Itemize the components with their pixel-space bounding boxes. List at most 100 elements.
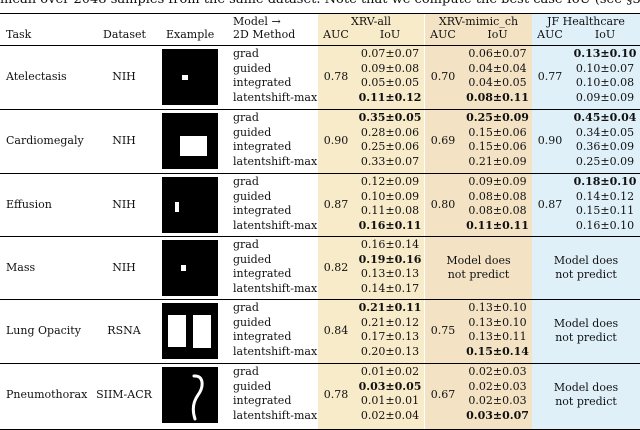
- header-dataset: Dataset: [103, 28, 146, 41]
- method-name: latentshift-max: [233, 281, 318, 295]
- mask-region: [180, 136, 207, 156]
- header-iou: IoU: [487, 28, 508, 41]
- auc-value: 0.87: [323, 197, 349, 211]
- iou-value: 0.33±0.07: [360, 154, 420, 168]
- iou-value: 0.02±0.03: [468, 394, 527, 407]
- no-predict-note: not predict: [555, 330, 617, 344]
- row-separator: [0, 299, 640, 300]
- iou-value: 0.13±0.10: [573, 47, 637, 60]
- method-name: integrated: [233, 140, 292, 153]
- no-predict-note: Model does: [553, 253, 619, 267]
- method-name: guided: [233, 125, 272, 139]
- iou-value: 0.14±0.17: [360, 281, 420, 295]
- iou-value: 0.01±0.02: [360, 365, 420, 378]
- header-model: Model →: [233, 15, 281, 28]
- dataset-name: NIH: [112, 133, 136, 147]
- method-name: integrated: [233, 204, 292, 217]
- iou-value: 0.13±0.13: [360, 267, 420, 280]
- header-auc: AUC: [323, 28, 349, 41]
- method-name: grad: [233, 301, 259, 314]
- row-separator: [0, 236, 640, 237]
- iou-value: 0.21±0.12: [360, 315, 420, 329]
- header-group-xrv-all: XRV-all: [351, 15, 391, 28]
- task-name-atelectasis: Atelectasis: [6, 69, 67, 83]
- iou-value: 0.21±0.09: [468, 154, 527, 168]
- iou-value: 0.01±0.01: [360, 394, 420, 407]
- task-name-effusion: Effusion: [6, 197, 52, 211]
- mask-region: [168, 315, 186, 347]
- row-separator: [0, 109, 640, 110]
- iou-value: 0.14±0.12: [575, 189, 635, 203]
- iou-value: 0.10±0.08: [575, 76, 635, 89]
- iou-value: 0.19±0.16: [358, 252, 422, 266]
- header-rule: [0, 45, 640, 46]
- iou-value: 0.03±0.05: [358, 379, 422, 393]
- iou-value: 0.04±0.05: [468, 76, 527, 89]
- header-task: Task: [6, 28, 32, 41]
- iou-value: 0.10±0.07: [575, 61, 635, 75]
- method-name: grad: [233, 365, 259, 378]
- iou-value: 0.07±0.07: [360, 47, 420, 60]
- iou-value: 0.28±0.06: [360, 125, 420, 139]
- auc-value: 0.87: [537, 197, 563, 211]
- iou-value: 0.09±0.09: [575, 90, 635, 104]
- method-name: latentshift-max: [233, 344, 318, 358]
- method-name: latentshift-max: [233, 154, 318, 168]
- method-name: integrated: [233, 76, 292, 89]
- auc-value: 0.80: [430, 197, 456, 211]
- iou-value: 0.25±0.09: [466, 111, 529, 124]
- no-predict-note: Model does: [446, 253, 511, 267]
- auc-value: 0.82: [323, 260, 349, 274]
- iou-value: 0.13±0.11: [468, 330, 527, 343]
- iou-value: 0.16±0.11: [358, 218, 422, 232]
- method-name: grad: [233, 111, 259, 124]
- iou-value: 0.25±0.09: [575, 154, 635, 168]
- task-name-mass: Mass: [6, 260, 36, 274]
- mask-region: [175, 202, 179, 212]
- method-name: grad: [233, 175, 259, 188]
- iou-value: 0.18±0.10: [573, 175, 637, 188]
- iou-value: 0.09±0.09: [468, 175, 527, 188]
- dataset-name: NIH: [112, 69, 136, 83]
- row-separator: [0, 173, 640, 174]
- auc-value: 0.69: [430, 133, 456, 147]
- dataset-name: SIIM-ACR: [96, 387, 152, 401]
- example-mask-image: [162, 49, 218, 105]
- pneumothorax-mask-curve: [191, 374, 204, 421]
- auc-value: 0.90: [537, 133, 563, 147]
- method-name: integrated: [233, 330, 292, 343]
- iou-value: 0.11±0.12: [358, 90, 422, 104]
- iou-value: 0.34±0.05: [575, 125, 635, 139]
- iou-value: 0.25±0.06: [360, 140, 420, 153]
- iou-value: 0.02±0.04: [360, 408, 420, 422]
- iou-value: 0.13±0.10: [468, 301, 527, 314]
- iou-value: 0.15±0.06: [468, 140, 527, 153]
- iou-value: 0.36±0.09: [575, 140, 635, 153]
- dataset-name: NIH: [112, 197, 136, 211]
- iou-value: 0.12±0.09: [360, 175, 420, 188]
- header-2d-method: 2D Method: [233, 28, 296, 41]
- no-predict-note: not predict: [447, 267, 510, 281]
- iou-value: 0.15±0.14: [466, 344, 529, 358]
- no-predict-note: Model does: [553, 380, 619, 394]
- no-predict-note: Model does: [553, 316, 619, 330]
- auc-value: 0.70: [430, 69, 456, 83]
- iou-value: 0.20±0.13: [360, 344, 420, 358]
- example-mask-image: [162, 113, 218, 169]
- iou-value: 0.15±0.06: [468, 125, 527, 139]
- mask-region: [182, 75, 188, 80]
- iou-value: 0.09±0.08: [360, 61, 420, 75]
- task-name-lung-opacity: Lung Opacity: [6, 323, 81, 337]
- auc-value: 0.84: [323, 323, 349, 337]
- iou-value: 0.15±0.11: [575, 204, 635, 217]
- iou-value: 0.03±0.07: [466, 408, 529, 422]
- method-name: latentshift-max: [233, 90, 318, 104]
- xrv-all-column-band: [318, 14, 424, 430]
- method-name: integrated: [233, 394, 292, 407]
- header-iou: IoU: [379, 28, 401, 41]
- example-mask-image: [162, 303, 218, 359]
- auc-value: 0.78: [323, 69, 349, 83]
- example-mask-image: [162, 367, 218, 423]
- iou-value: 0.16±0.10: [575, 218, 635, 232]
- dataset-name: NIH: [112, 260, 136, 274]
